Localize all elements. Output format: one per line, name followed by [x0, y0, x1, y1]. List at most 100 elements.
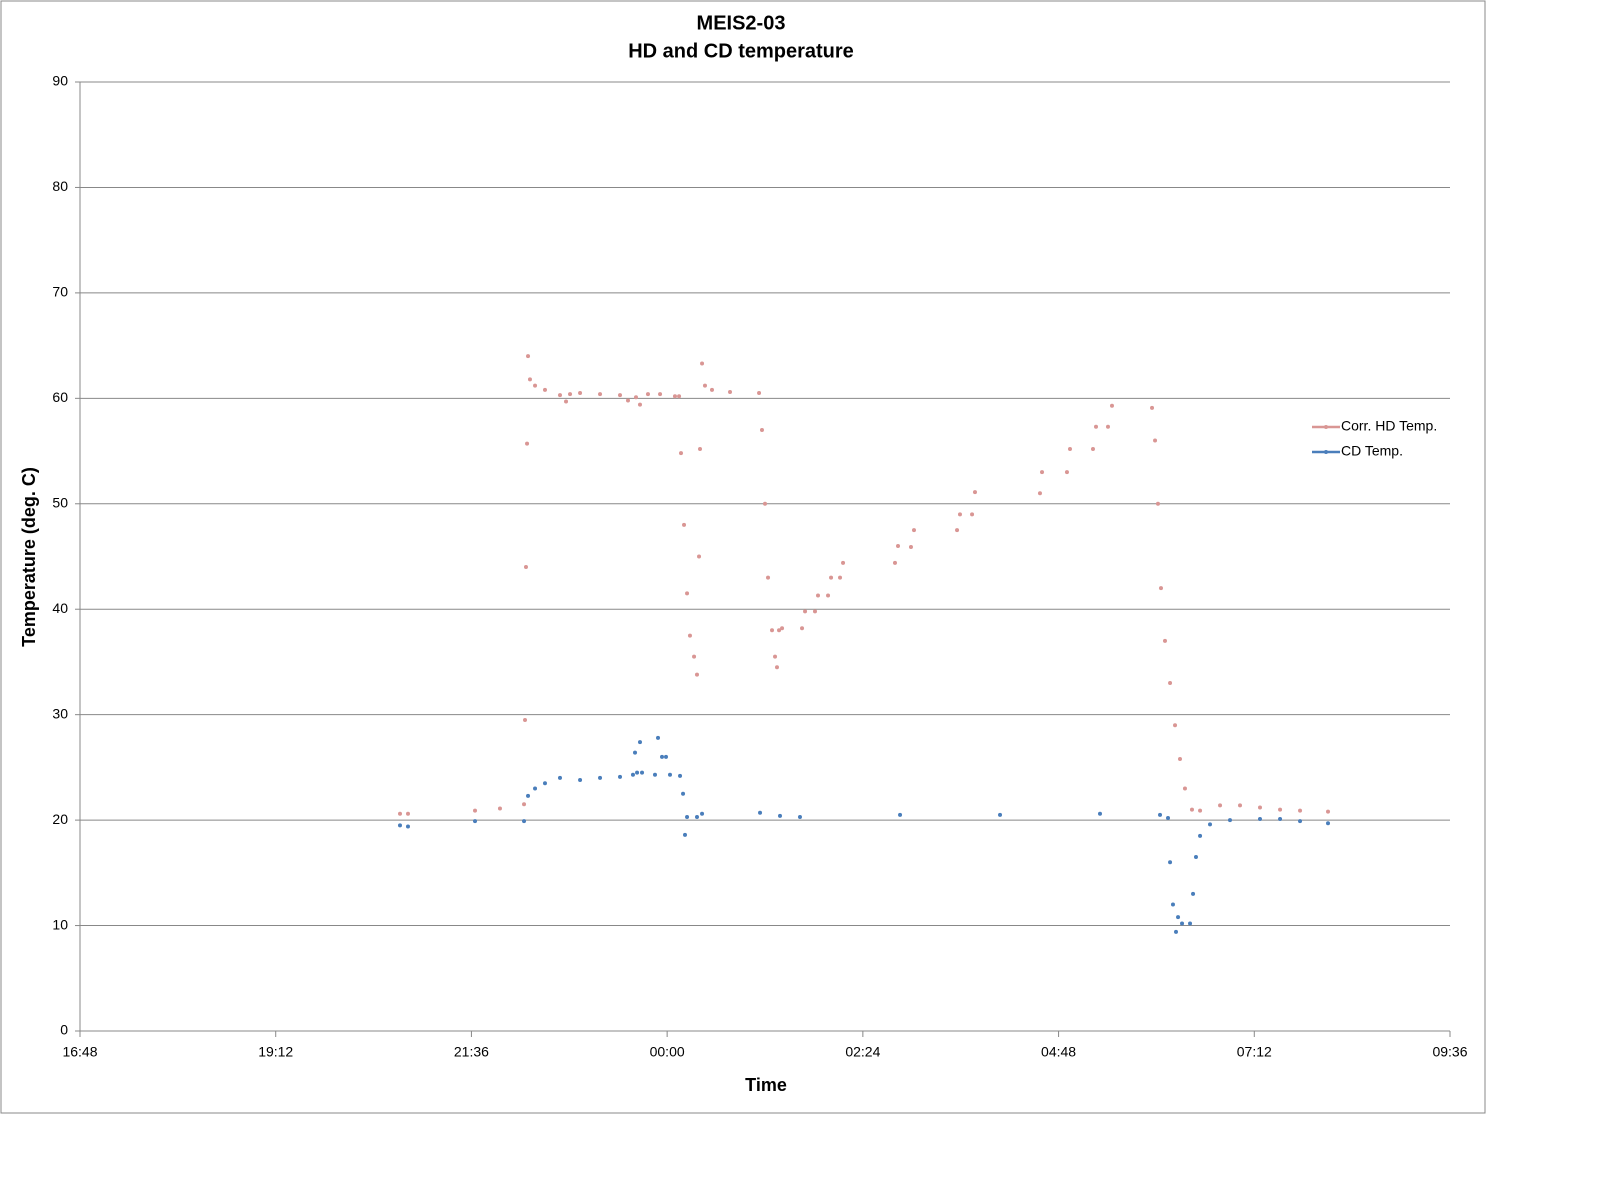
data-point [678, 773, 683, 778]
data-point [564, 399, 569, 404]
data-point [568, 392, 573, 397]
data-point [1155, 501, 1160, 506]
data-point [1166, 816, 1171, 821]
data-point [728, 390, 733, 395]
data-point [957, 512, 962, 517]
data-point [898, 812, 903, 817]
chart-border [0, 0, 1486, 1114]
data-point [1278, 807, 1283, 812]
data-point [626, 398, 630, 403]
data-point [1278, 817, 1283, 822]
data-point [759, 427, 764, 432]
data-point [1064, 470, 1069, 475]
data-point [908, 545, 913, 550]
data-point [700, 811, 705, 816]
data-point [526, 354, 531, 359]
data-point [578, 391, 583, 396]
data-point [1105, 424, 1110, 429]
data-point [1298, 819, 1303, 824]
x-tick-label: 09:36 [1432, 1044, 1467, 1060]
data-point [685, 591, 690, 596]
data-point [397, 823, 402, 828]
data-point [405, 824, 410, 829]
data-point [1168, 860, 1173, 865]
data-point [1198, 808, 1203, 813]
data-point [682, 522, 687, 527]
data-point [698, 446, 703, 451]
data-point [1189, 807, 1194, 812]
data-point [892, 560, 897, 565]
data-point [525, 441, 530, 446]
data-point [970, 512, 975, 517]
y-tick-label: 50 [52, 494, 68, 510]
data-point [405, 811, 410, 816]
data-point [1153, 438, 1158, 443]
data-point [1174, 929, 1178, 934]
y-tick-label: 90 [52, 73, 68, 89]
data-point [816, 593, 821, 598]
data-point [578, 778, 583, 783]
data-point [633, 395, 638, 400]
data-point [633, 750, 638, 755]
data-point [1173, 723, 1178, 728]
data-point [797, 814, 802, 819]
data-point [778, 813, 783, 818]
legend-marker [1324, 450, 1328, 454]
x-axis-label: Time [745, 1075, 787, 1095]
data-point [1238, 803, 1243, 808]
x-tick-label: 21:36 [454, 1044, 489, 1060]
data-point [1180, 921, 1185, 926]
data-point [1094, 424, 1099, 429]
data-point [635, 770, 640, 775]
data-point [557, 775, 562, 780]
data-point [683, 832, 688, 837]
data-point [542, 781, 547, 786]
data-point [685, 814, 690, 819]
x-tick-label: 07:12 [1237, 1044, 1272, 1060]
data-point [803, 609, 808, 614]
data-point [896, 543, 901, 548]
legend-label: Corr. HD Temp. [1341, 418, 1437, 434]
data-point [694, 672, 699, 677]
data-point [766, 575, 771, 580]
data-point [1326, 809, 1331, 814]
data-point [697, 554, 702, 559]
data-point [1227, 818, 1232, 823]
data-point [692, 654, 697, 659]
data-point [1257, 805, 1262, 810]
data-point [618, 774, 623, 779]
data-point [1193, 855, 1198, 860]
data-point [1198, 833, 1203, 838]
data-point [763, 501, 767, 506]
data-point [1158, 812, 1163, 817]
data-point [1168, 681, 1173, 686]
chart-subtitle: HD and CD temperature [628, 40, 854, 62]
x-tick-label: 16:48 [62, 1044, 97, 1060]
data-point [637, 740, 642, 745]
data-point [1158, 586, 1163, 591]
data-point [523, 565, 528, 570]
data-point [656, 735, 661, 740]
data-point [677, 394, 682, 399]
data-point [681, 791, 686, 796]
data-point [637, 402, 642, 407]
data-point [1191, 891, 1196, 896]
data-point [533, 383, 538, 388]
x-tick-label: 00:00 [650, 1044, 685, 1060]
data-point [694, 814, 699, 819]
y-tick-label: 70 [52, 284, 68, 300]
data-point [527, 377, 532, 382]
data-point [397, 811, 402, 816]
data-point [800, 626, 805, 631]
data-point [774, 665, 779, 670]
data-point [998, 812, 1003, 817]
data-point [598, 775, 603, 780]
data-point [618, 393, 623, 398]
data-point [640, 770, 645, 775]
data-point [1326, 821, 1331, 826]
data-point [826, 593, 831, 598]
data-point [709, 387, 714, 392]
data-point [700, 361, 705, 366]
data-point [533, 786, 538, 791]
